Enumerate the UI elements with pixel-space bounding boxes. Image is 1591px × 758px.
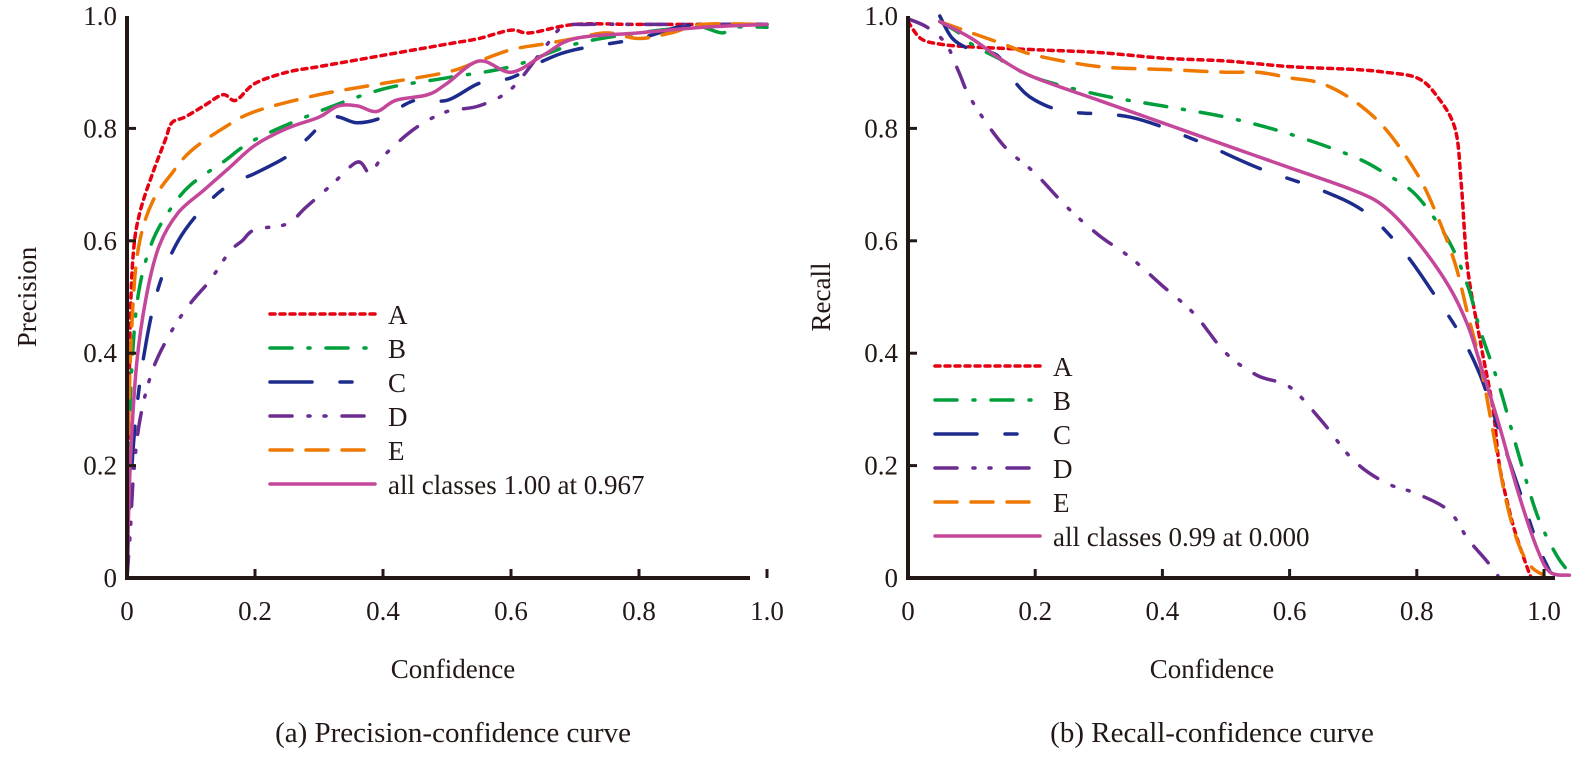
legend-item: A: [933, 352, 1073, 382]
series-line-e: [125, 22, 769, 580]
series-line-b: [125, 24, 769, 580]
series-line-c: [125, 22, 769, 580]
legend-item: D: [933, 454, 1073, 484]
series-line-a: [906, 19, 1534, 580]
legend-label: C: [1053, 420, 1071, 450]
y-tick-label: 0.8: [864, 113, 898, 143]
y-tick-label: 1.0: [864, 1, 898, 31]
series-line-c: [938, 14, 1553, 575]
series-line-b: [938, 19, 1572, 575]
series-line-e: [938, 19, 1546, 577]
x-tick-label: 0.6: [494, 596, 528, 626]
y-tick-label: 0: [885, 563, 899, 593]
recall-curves: [906, 14, 1572, 580]
recall-ticks: 0 0.2 0.4 0.6 0.8 1.0 0 0.2 0.4 0.6 0.8 1.0: [864, 1, 1561, 626]
x-tick-label: 0.2: [238, 596, 272, 626]
legend-label: A: [388, 300, 408, 330]
y-tick-label: 0.4: [864, 338, 898, 368]
x-tick-label: 0.8: [622, 596, 656, 626]
series-line-d: [906, 17, 1502, 580]
legend-label: E: [1053, 488, 1070, 518]
legend-item: C: [268, 368, 406, 398]
series-line-all: [938, 19, 1572, 577]
precision-caption: (a) Precision-confidence curve: [275, 717, 631, 749]
legend-item: B: [268, 334, 406, 364]
x-tick-label: 1.0: [1527, 596, 1561, 626]
precision-x-axis-title: Confidence: [391, 654, 515, 684]
legend-item: all classes 0.99 at 0.000: [933, 522, 1309, 552]
precision-ticks: 0 0.2 0.4 0.6 0.8 1.0 0 0.2 0.4 0.6 0.8 1.0: [83, 1, 784, 626]
y-tick-label: 0.8: [83, 113, 117, 143]
y-tick-label: 0.2: [864, 451, 898, 481]
legend-label: A: [1053, 352, 1073, 382]
x-tick-label: 0.8: [1400, 596, 1434, 626]
x-tick-label: 0.2: [1018, 596, 1052, 626]
legend-label: all classes 0.99 at 0.000: [1053, 522, 1309, 552]
y-tick-label: 0.2: [83, 451, 117, 481]
legend-label: all classes 1.00 at 0.967: [388, 470, 644, 500]
series-line-all: [125, 22, 769, 580]
legend-label: B: [388, 334, 406, 364]
x-tick-label: 0: [901, 596, 915, 626]
series-line-a: [125, 22, 769, 580]
legend-item: B: [933, 386, 1071, 416]
x-tick-label: 0.4: [1146, 596, 1180, 626]
legend-item: D: [268, 402, 408, 432]
legend-item: C: [933, 420, 1071, 450]
recall-caption: (b) Recall-confidence curve: [1050, 717, 1374, 749]
recall-x-axis-title: Confidence: [1150, 654, 1274, 684]
x-tick-label: 1.0: [750, 596, 784, 626]
y-tick-label: 0.6: [83, 226, 117, 256]
legend-item: all classes 1.00 at 0.967: [268, 470, 644, 500]
x-tick-label: 0.4: [366, 596, 400, 626]
x-tick-label: 0.6: [1273, 596, 1307, 626]
precision-chart: 0 0.2 0.4 0.6 0.8 1.0 0 0.2 0.4 0.6 0.8 1.0 Confide…: [12, 1, 784, 749]
y-tick-label: 1.0: [83, 1, 117, 31]
legend-label: B: [1053, 386, 1071, 416]
precision-y-axis-title: Precision: [12, 246, 42, 347]
recall-y-axis-title: Recall: [806, 263, 836, 332]
legend-label: D: [1053, 454, 1073, 484]
legend-item: E: [933, 488, 1070, 518]
legend-item: A: [268, 300, 408, 330]
y-tick-label: 0.4: [83, 338, 117, 368]
recall-axes: [906, 16, 1555, 580]
precision-axes: [125, 16, 750, 580]
precision-curves: [125, 22, 769, 580]
legend-label: D: [388, 402, 408, 432]
series-line-d: [125, 22, 769, 580]
y-tick-label: 0: [104, 563, 118, 593]
x-tick-label: 0: [120, 596, 134, 626]
legend-item: E: [268, 436, 405, 466]
recall-chart: 0 0.2 0.4 0.6 0.8 1.0 0 0.2 0.4 0.6 0.8 1.0 Confide…: [806, 1, 1572, 749]
y-tick-label: 0.6: [864, 226, 898, 256]
legend-label: C: [388, 368, 406, 398]
legend-label: E: [388, 436, 405, 466]
